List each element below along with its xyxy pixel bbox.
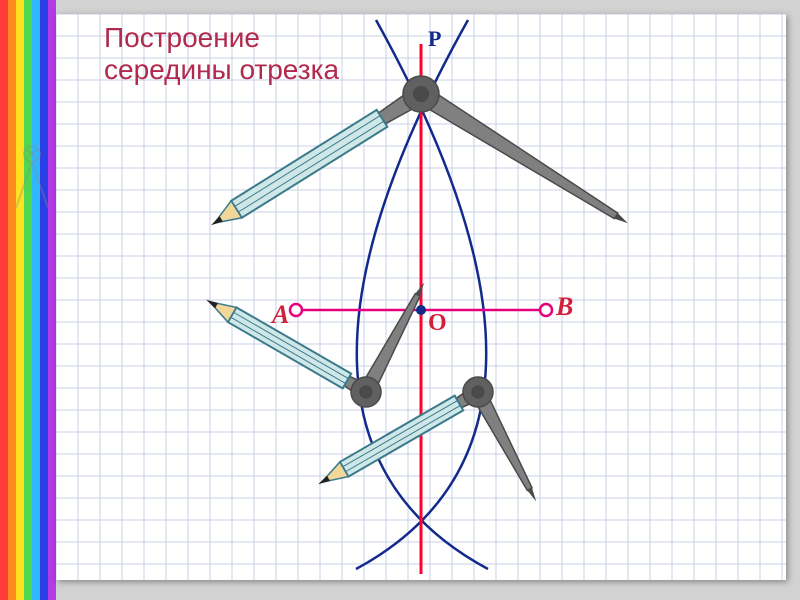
label-O: O — [428, 310, 447, 337]
rainbow-sidebar — [0, 0, 56, 600]
label-A: A — [272, 300, 289, 330]
label-B: B — [556, 292, 573, 322]
rainbow-svg — [0, 0, 56, 600]
label-P: P — [428, 26, 441, 52]
compass-watermark-icon — [2, 140, 62, 225]
slide: Построение середины отрезка A B O P — [56, 14, 786, 580]
construction-drawing — [56, 14, 786, 580]
stage: Построение середины отрезка A B O P — [0, 0, 800, 600]
compasses-layer — [202, 76, 630, 503]
